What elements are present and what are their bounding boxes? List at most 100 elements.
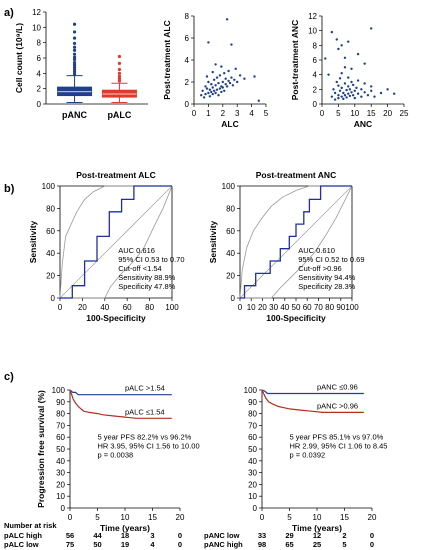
scatter-alc-ytick-label: 4 [185,56,190,65]
box-outlier-pALC [117,74,122,78]
scatter-alc-point [228,81,232,85]
boxplot-ytick-label: 0 [37,100,42,109]
scatter-anc-point [340,72,343,75]
roc-alc-ytick-label: 80 [46,204,55,213]
roc-alc-ylabel: Sensitivity [28,220,38,263]
scatter-anc-point [370,27,373,30]
roc-alc-ytick-label: 100 [42,182,56,191]
scatter-anc-point [342,91,345,95]
panel-label-a: a) [4,7,14,19]
scatter-anc-xlabel: ANC [354,119,372,129]
km-alc-risk-row-label: pALC high [4,531,42,540]
km-alc-ytick-label: 80 [56,410,65,419]
scatter-anc-point [330,95,334,98]
box-outlier-pANC [72,48,77,52]
scatter-alc-point [225,18,229,21]
scatter-anc-point [356,79,360,82]
roc-alc-reference-line [59,185,173,299]
boxplot-ytick-label: 10 [32,23,41,32]
roc-alc-title: Post-treatment ALC [76,170,156,180]
roc-alc-annotation: Sensitivity 88.9% [118,273,175,282]
scatter-alc-point [214,84,217,87]
scatter-anc-point [324,57,327,60]
scatter-alc-point [238,74,242,77]
scatter-anc-xtick-label: 15 [367,109,376,118]
scatter-alc-point [253,75,256,78]
km-alc-ylabel: Progression free survival (%) [36,390,46,508]
scatter-alc-point [230,43,233,46]
scatter-alc-point [221,86,224,89]
scatter-anc-point [370,89,373,93]
scatter-anc-point [356,92,360,95]
roc-anc-xtick-label: 70 [314,303,323,312]
scatter-anc-point [330,30,334,34]
boxplot-ytick-label: 8 [37,39,42,48]
scatter-anc-point [340,95,343,98]
km-anc-xlabel: Time (years) [292,523,342,533]
scatter-anc-point [337,47,340,51]
box-category-label: pALC [107,110,131,120]
scatter-anc-point [353,96,356,100]
scatter-anc-point [327,73,330,76]
scatter-alc-point [204,85,207,88]
roc-alc-xtick-label: 0 [58,303,63,312]
roc-anc-xtick-label: 90 [336,303,345,312]
km-anc-ytick-label: 10 [248,492,257,501]
scatter-anc-point [350,67,353,71]
scatter-alc-xtick-label: 0 [192,109,197,118]
km-alc-xlabel: Time (years) [100,523,150,533]
km-alc-series-label-0: pALC >1.54 [125,384,165,393]
scatter-alc-point [208,88,212,91]
box-outlier-pALC [117,67,122,72]
panel-label-b: b) [4,183,15,195]
km-anc-risk-value: 98 [258,540,266,549]
km-anc-annotation: p = 0.0392 [290,451,326,460]
scatter-anc-point [348,88,352,91]
box-outlier-pANC [72,22,77,26]
roc-anc-xtick-label: 10 [247,303,256,312]
scatter-anc-point [360,88,363,91]
scatter-anc-point [340,44,343,47]
scatter-anc-point [343,56,347,59]
km-anc-risk-value: 0 [370,531,374,540]
scatter-anc-ytick-label: 12 [308,12,317,21]
scatter-alc-point [212,89,216,93]
scatter-alc-point [227,79,230,83]
roc-anc-xtick-label: 20 [258,303,267,312]
box-outlier-pANC [72,36,77,40]
km-alc-xtick-label: 10 [121,513,130,522]
roc-alc-ytick-label: 20 [46,272,55,281]
roc-alc-xtick-label: 100 [165,303,179,312]
scatter-alc-point [233,78,236,82]
km-alc-series-line-0 [69,389,172,396]
km-alc-risk-value: 0 [178,531,182,540]
scatter-alc-point [208,95,212,98]
km-anc-risk-value: 12 [313,531,321,540]
scatter-anc-ytick-label: 10 [308,27,317,36]
scatter-alc-point [217,94,220,97]
km-anc-xtick-label: 5 [287,513,292,522]
roc-anc-reference-line [239,185,353,299]
scatter-anc-point [347,92,350,95]
panel-label-c: c) [4,371,14,383]
scatter-alc-point [221,80,224,84]
scatter-anc-point [345,96,348,99]
roc-anc-xtick-label: 50 [292,303,301,312]
km-alc-annotation: 5 year PFS 82.2% vs 96.2% [98,433,192,442]
box-outlier-pALC [117,54,122,59]
scatter-alc-point [211,70,214,74]
roc-anc-annotation: Sensitivity 94.4% [298,273,355,282]
scatter-anc-point [347,40,350,43]
boxplot-ytick-label: 4 [37,69,42,78]
scatter-anc-point [350,91,353,94]
scatter-alc-point [224,77,227,80]
km-alc-ytick-label: 0 [61,504,66,513]
roc-anc-ytick-label: 0 [231,294,236,303]
scatter-anc-point [366,94,370,97]
km-alc-ytick-label: 50 [56,445,65,454]
roc-anc-xtick-label: 40 [280,303,289,312]
km-alc-ytick-label: 60 [56,433,65,442]
scatter-anc-point [345,88,348,92]
scatter-alc-point [214,91,217,95]
scatter-anc-point [351,94,355,97]
